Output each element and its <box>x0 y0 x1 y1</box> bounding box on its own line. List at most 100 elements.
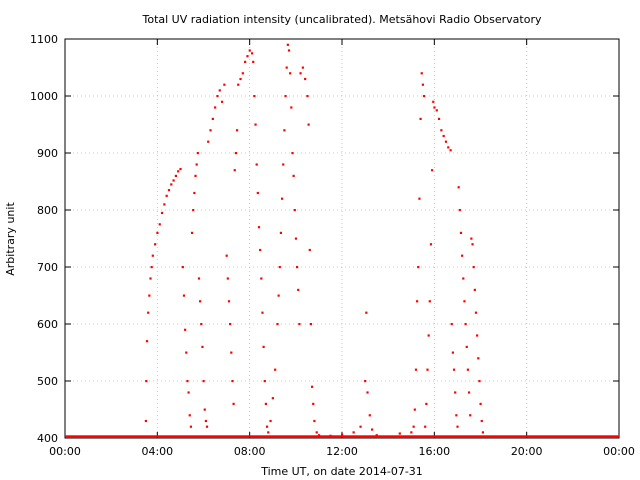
baseline-point <box>235 435 237 438</box>
data-point <box>167 189 171 192</box>
data-point <box>477 357 480 360</box>
baseline-point <box>423 435 425 438</box>
x-tick-label: 04:00 <box>141 445 173 458</box>
data-point <box>473 288 476 291</box>
grid-lines <box>65 39 619 438</box>
data-point <box>280 197 284 200</box>
baseline-point <box>521 435 523 438</box>
baseline-point <box>419 435 421 438</box>
baseline-point <box>323 435 325 438</box>
baseline-point <box>285 435 287 438</box>
baseline-point <box>347 435 349 438</box>
baseline-point <box>231 435 233 438</box>
baseline-point <box>267 435 269 438</box>
data-point <box>464 323 467 326</box>
baseline-point <box>219 435 221 438</box>
plot-frame <box>64 38 620 439</box>
data-point <box>181 266 184 269</box>
data-point <box>232 402 235 405</box>
baseline-point <box>503 435 505 438</box>
data-point <box>287 49 291 52</box>
data-point <box>145 380 148 383</box>
data-point <box>432 100 435 103</box>
data-point <box>451 351 454 354</box>
data-point <box>263 380 266 383</box>
data-point <box>237 83 240 86</box>
baseline-point <box>333 435 335 438</box>
baseline-point <box>119 435 121 438</box>
baseline-point <box>613 435 615 438</box>
baseline-point <box>197 435 199 438</box>
data-point <box>185 351 188 354</box>
baseline-point <box>369 435 371 438</box>
baseline-point <box>79 435 81 438</box>
baseline-point <box>117 435 119 438</box>
baseline-point <box>603 435 605 438</box>
baseline-point <box>101 435 103 438</box>
baseline-point <box>73 435 75 438</box>
baseline-point <box>191 435 193 438</box>
baseline-point <box>273 435 275 438</box>
data-point <box>292 174 295 177</box>
baseline-point <box>475 435 477 438</box>
baseline-point <box>361 435 363 438</box>
baseline-point <box>561 435 563 438</box>
baseline-point <box>427 435 429 438</box>
baseline-point <box>153 435 155 438</box>
baseline-point <box>291 435 293 438</box>
data-point <box>259 248 262 252</box>
baseline-point <box>519 435 521 438</box>
baseline-point <box>295 435 297 438</box>
y-tick-label: 600 <box>37 318 58 331</box>
data-point <box>297 288 300 291</box>
data-point <box>174 174 177 177</box>
baseline-point <box>311 435 313 438</box>
baseline-point <box>85 435 87 438</box>
data-point <box>284 95 287 98</box>
baseline-point <box>449 435 451 438</box>
baseline-point <box>531 435 533 438</box>
data-point <box>277 294 280 297</box>
baseline-point <box>383 435 385 438</box>
baseline-point <box>351 435 353 438</box>
baseline-point <box>205 435 207 438</box>
baseline-point <box>121 435 123 438</box>
data-point <box>419 117 422 120</box>
data-point <box>207 140 210 143</box>
data-point <box>193 191 196 195</box>
data-point <box>233 169 236 172</box>
baseline-point <box>71 435 73 438</box>
baseline-point <box>283 435 285 438</box>
data-point <box>479 402 482 405</box>
baseline-point <box>415 435 417 438</box>
data-point <box>294 237 298 240</box>
data-point <box>416 300 419 303</box>
baseline-point <box>591 435 593 438</box>
data-point <box>480 419 483 423</box>
baseline-point <box>77 435 79 438</box>
baseline-point <box>439 435 441 438</box>
baseline-point <box>287 435 289 438</box>
baseline-point <box>393 435 395 438</box>
data-point <box>279 231 283 234</box>
y-axis-label: Arbitrary unit <box>4 202 17 276</box>
data-point <box>190 231 194 234</box>
data-point <box>308 248 311 252</box>
x-tick-label: 08:00 <box>234 445 266 458</box>
baseline-point <box>571 435 573 438</box>
baseline-point <box>465 435 467 438</box>
baseline-point <box>221 435 223 438</box>
baseline-point <box>385 435 387 438</box>
baseline-point <box>129 435 131 438</box>
baseline-point <box>507 435 509 438</box>
baseline-point <box>151 435 153 438</box>
baseline-point <box>139 435 141 438</box>
data-point <box>414 368 418 371</box>
baseline-point <box>469 435 471 438</box>
data-point <box>151 254 154 257</box>
baseline-point <box>303 435 305 438</box>
data-point <box>375 434 378 437</box>
data-point <box>469 414 472 417</box>
baseline-point <box>481 435 483 438</box>
data-point <box>182 294 186 297</box>
